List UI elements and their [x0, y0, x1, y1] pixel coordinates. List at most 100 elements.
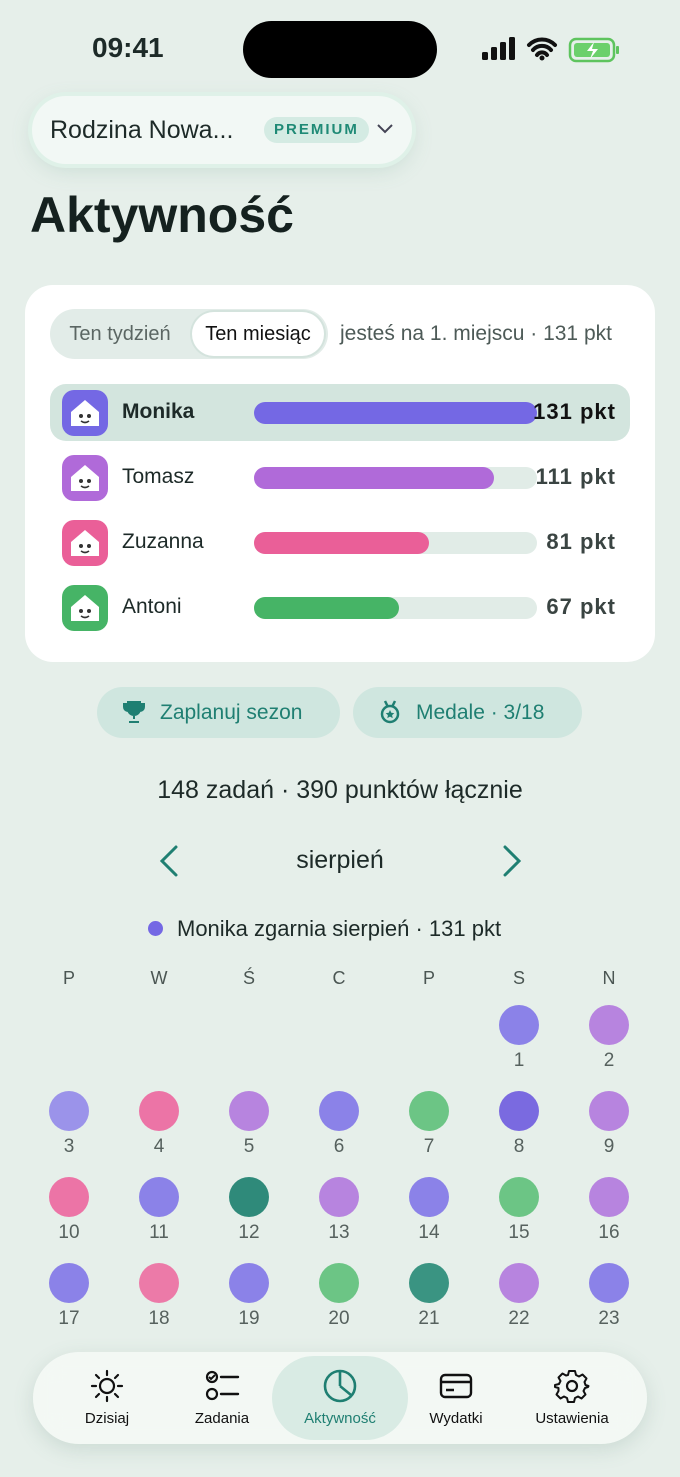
day-number: 6 [333, 1136, 345, 1157]
day-dot[interactable] [589, 1005, 629, 1045]
day-number: 4 [153, 1136, 165, 1157]
tab-item[interactable]: Ustawienia [504, 1356, 640, 1440]
points-label: 67 pkt [546, 594, 616, 619]
tab-icon [554, 1370, 590, 1403]
bar [254, 597, 399, 619]
tab-item[interactable]: Dzisiaj [39, 1356, 175, 1440]
weekday-label: P [422, 968, 435, 988]
leaderboard-row: Antoni 67 pkt [50, 579, 630, 636]
day-dot[interactable] [499, 1005, 539, 1045]
medal-icon [380, 700, 400, 724]
avatar-house [71, 530, 99, 556]
tab-bar: Dzisiaj Zadania Aktywność Wydatki Ustawienia [33, 1352, 647, 1444]
chevron-down [377, 124, 393, 134]
camera-island [243, 21, 437, 78]
tab-icon [323, 1369, 357, 1403]
period-tabs: Ten tydzień Ten miesiąc [50, 309, 328, 359]
tab-label: Wydatki [429, 1410, 483, 1427]
day-number: 8 [513, 1136, 525, 1157]
member-name: Tomasz [122, 465, 195, 488]
prev-month[interactable] [156, 844, 182, 878]
summary: 148 zadań · 390 punktów łącznie [157, 776, 523, 804]
day-dot[interactable] [139, 1091, 179, 1131]
day-number: 19 [238, 1308, 260, 1329]
tab-item[interactable]: Aktywność [272, 1356, 408, 1440]
day-number: 3 [63, 1136, 75, 1157]
weekday-label: N [602, 968, 616, 988]
weekday-label: P [62, 968, 75, 988]
day-dot[interactable] [409, 1177, 449, 1217]
bar-track [254, 532, 537, 554]
day-dot[interactable] [319, 1177, 359, 1217]
action-button[interactable]: Medale · 3/18 [353, 687, 582, 738]
day-dot[interactable] [49, 1263, 89, 1303]
day-dot[interactable] [589, 1091, 629, 1131]
weekday-label: S [512, 968, 525, 988]
tab-icon [90, 1369, 124, 1403]
weekday-label: C [332, 968, 346, 988]
day-dot[interactable] [229, 1177, 269, 1217]
tab-item[interactable]: Wydatki [388, 1356, 524, 1440]
day-dot[interactable] [139, 1263, 179, 1303]
points-label: 111 pkt [535, 464, 616, 489]
button-label: Zaplanuj sezon [160, 701, 303, 724]
member-name: Antoni [122, 595, 182, 618]
avatar [62, 520, 108, 566]
status-icons [482, 37, 619, 63]
day-dot[interactable] [499, 1177, 539, 1217]
avatar [62, 585, 108, 631]
family-selector[interactable]: Rodzina Nowa... PREMIUM [32, 96, 412, 164]
day-number: 20 [328, 1308, 350, 1329]
tab-label: Ustawienia [535, 1410, 609, 1427]
day-dot[interactable] [499, 1091, 539, 1131]
page-title: Aktywność [30, 187, 294, 243]
day-dot[interactable] [319, 1091, 359, 1131]
button-label: Medale · 3/18 [416, 701, 545, 724]
next-month[interactable] [499, 844, 525, 878]
weekday-label: W [150, 968, 168, 988]
day-number: 14 [418, 1222, 440, 1243]
action-button[interactable]: Zaplanuj sezon [97, 687, 340, 738]
leaderboard-row: Monika 131 pkt [50, 384, 630, 441]
tab-item[interactable]: Zadania [154, 1356, 290, 1440]
day-dot[interactable] [409, 1091, 449, 1131]
day-dot[interactable] [49, 1177, 89, 1217]
period-tab[interactable]: Ten tydzień [69, 323, 171, 345]
day-dot[interactable] [409, 1263, 449, 1303]
family-name: Rodzina Nowa... [50, 116, 234, 144]
day-dot[interactable] [319, 1263, 359, 1303]
period-tab[interactable]: Ten miesiąc [192, 312, 324, 356]
day-number: 13 [328, 1222, 350, 1243]
leaderboard-row: Zuzanna 81 pkt [50, 514, 630, 571]
avatar-house [71, 400, 99, 426]
avatar [62, 390, 108, 436]
day-dot[interactable] [139, 1177, 179, 1217]
trophy-icon [123, 701, 145, 723]
day-number: 22 [508, 1308, 530, 1329]
tab-label: Zadania [194, 1410, 250, 1427]
day-dot[interactable] [49, 1091, 89, 1131]
day-dot[interactable] [229, 1263, 269, 1303]
leaderboard-row: Tomasz 111 pkt [50, 449, 630, 506]
day-dot[interactable] [589, 1177, 629, 1217]
bar-track [254, 402, 537, 424]
tab-label: Dzisiaj [84, 1410, 130, 1427]
day-number: 18 [148, 1308, 170, 1329]
points-label: 81 pkt [546, 529, 616, 554]
day-dot[interactable] [229, 1091, 269, 1131]
day-number: 11 [149, 1222, 169, 1243]
winner-text: Monika zgarnia sierpień · 131 pkt [177, 916, 502, 941]
status-time: 09:41 [92, 32, 164, 63]
rank-text: jesteś na 1. miejscu · 131 pkt [340, 322, 612, 345]
day-dot[interactable] [589, 1263, 629, 1303]
day-number: 17 [58, 1308, 80, 1329]
day-number: 16 [598, 1222, 620, 1243]
member-name: Zuzanna [122, 530, 204, 553]
day-number: 12 [238, 1222, 260, 1243]
day-number: 1 [513, 1050, 525, 1071]
bar [254, 402, 537, 424]
member-name: Monika [122, 400, 195, 423]
day-dot[interactable] [499, 1263, 539, 1303]
